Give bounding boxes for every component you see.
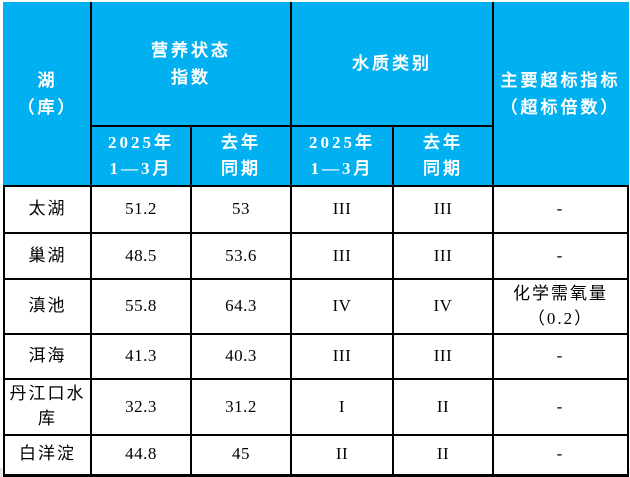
- header-nutrition-index-group: 营养状态 指数: [90, 2, 292, 127]
- table-row: 洱海 41.3 40.3 III III -: [3, 333, 629, 381]
- cell-nutrition-last-year: 53: [190, 185, 292, 234]
- cell-quality-2025: II: [290, 433, 394, 477]
- table-row: 太湖 51.2 53 III III -: [3, 185, 629, 234]
- cell-quality-2025: IV: [290, 277, 394, 336]
- cell-lake-name: 巢湖: [3, 232, 92, 280]
- cell-quality-last-year: IV: [392, 277, 494, 336]
- cell-quality-2025: III: [290, 232, 394, 280]
- cell-nutrition-2025: 55.8: [90, 277, 192, 336]
- header-water-quality-group: 水质类别: [290, 2, 494, 127]
- cell-exceed-indicator: 化学需氧量 （0.2）: [492, 277, 629, 336]
- cell-lake-name: 白洋淀: [3, 433, 92, 477]
- cell-nutrition-last-year: 64.3: [190, 277, 292, 336]
- cell-quality-last-year: III: [392, 185, 494, 234]
- table-row: 巢湖 48.5 53.6 III III -: [3, 232, 629, 280]
- cell-exceed-indicator: -: [492, 185, 629, 234]
- cell-quality-last-year: II: [392, 433, 494, 477]
- header-nutrition-period-2025: 2025年 1—3月: [90, 125, 192, 187]
- cell-exceed-indicator: -: [492, 378, 629, 436]
- cell-quality-2025: III: [290, 185, 394, 234]
- cell-lake-name: 洱海: [3, 333, 92, 381]
- header-exceed-indicator: 主要超标指标 （超标倍数）: [492, 2, 629, 187]
- cell-nutrition-last-year: 53.6: [190, 232, 292, 280]
- header-lake: 湖 （库）: [3, 2, 92, 187]
- cell-nutrition-2025: 41.3: [90, 333, 192, 381]
- table-row: 白洋淀 44.8 45 II II -: [3, 433, 629, 477]
- cell-nutrition-2025: 44.8: [90, 433, 192, 477]
- cell-nutrition-2025: 48.5: [90, 232, 192, 280]
- cell-exceed-indicator: -: [492, 333, 629, 381]
- cell-quality-2025: I: [290, 378, 394, 436]
- cell-lake-name: 丹江口水库: [3, 378, 92, 436]
- header-quality-period-2025: 2025年 1—3月: [290, 125, 394, 187]
- cell-lake-name: 太湖: [3, 185, 92, 234]
- table-row: 滇池 55.8 64.3 IV IV 化学需氧量 （0.2）: [3, 277, 629, 336]
- cell-quality-last-year: III: [392, 232, 494, 280]
- cell-nutrition-last-year: 31.2: [190, 378, 292, 436]
- cell-nutrition-2025: 51.2: [90, 185, 192, 234]
- header-nutrition-period-last-year: 去年 同期: [190, 125, 292, 187]
- cell-quality-last-year: II: [392, 378, 494, 436]
- cell-nutrition-last-year: 40.3: [190, 333, 292, 381]
- lake-water-quality-table: 湖 （库） 营养状态 指数 水质类别 主要超标指标 （超标倍数） 2025年 1…: [3, 2, 629, 477]
- cell-exceed-indicator: -: [492, 433, 629, 477]
- cell-lake-name: 滇池: [3, 277, 92, 336]
- cell-nutrition-2025: 32.3: [90, 378, 192, 436]
- cell-nutrition-last-year: 45: [190, 433, 292, 477]
- cell-exceed-indicator: -: [492, 232, 629, 280]
- cell-quality-2025: III: [290, 333, 394, 381]
- table-row: 丹江口水库 32.3 31.2 I II -: [3, 378, 629, 436]
- cell-quality-last-year: III: [392, 333, 494, 381]
- header-quality-period-last-year: 去年 同期: [392, 125, 494, 187]
